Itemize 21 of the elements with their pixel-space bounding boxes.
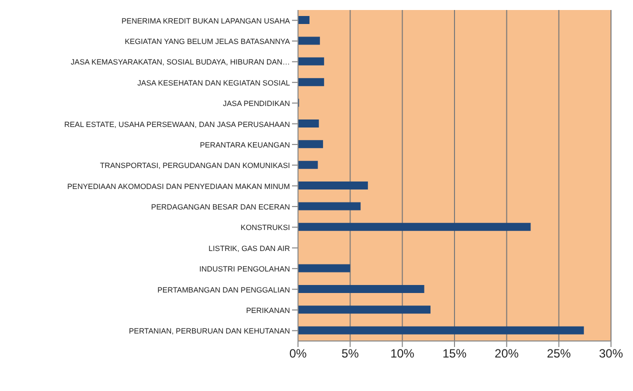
bar: [298, 78, 324, 86]
x-tick-label: 5%: [341, 346, 360, 361]
bar: [298, 264, 350, 272]
bar: [298, 140, 324, 148]
bar: [298, 202, 361, 210]
bar: [298, 119, 319, 128]
bar: [298, 160, 318, 169]
bar: [298, 284, 424, 293]
x-tick-label: 15%: [442, 346, 467, 361]
bar: [298, 16, 310, 24]
bar: [298, 182, 368, 190]
bar: [298, 326, 584, 334]
bar: [298, 222, 531, 231]
x-tick-label: 30%: [598, 346, 624, 361]
bar: [298, 36, 320, 45]
x-tick-label: 20%: [494, 346, 519, 361]
x-tick-label: 0%: [289, 346, 307, 361]
bar: [298, 57, 324, 66]
x-tick-label: 25%: [546, 346, 572, 361]
bar: [298, 306, 431, 314]
x-tick-label: 10%: [390, 346, 415, 361]
